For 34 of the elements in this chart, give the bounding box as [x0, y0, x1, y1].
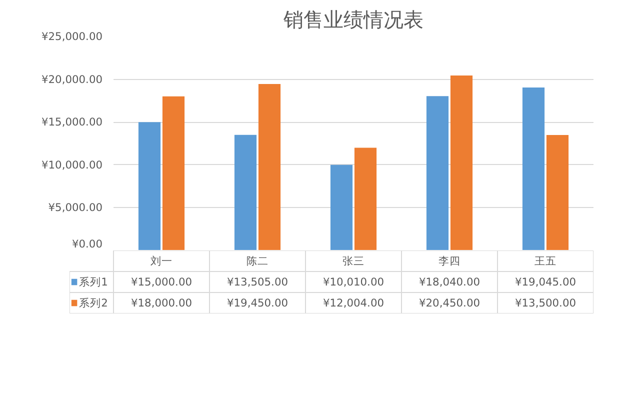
legend-label: 系列1: [79, 276, 108, 288]
x-tick-label: 张三: [342, 254, 364, 268]
data-label: ¥12,004.00: [322, 296, 384, 310]
bar: [330, 164, 353, 250]
x-tick-label: 刘一: [150, 254, 172, 268]
data-label: ¥10,010.00: [322, 276, 384, 288]
data-label: ¥18,040.00: [418, 276, 480, 288]
bar: [354, 148, 377, 250]
bar: [426, 96, 449, 250]
data-label: ¥13,500.00: [514, 296, 576, 310]
bar: [546, 134, 569, 250]
y-tick-label: ¥5,000.00: [48, 201, 103, 214]
y-tick-label: ¥15,000.00: [41, 116, 103, 129]
bar: [450, 75, 473, 250]
bar: [522, 87, 545, 250]
y-tick-label: ¥0.00: [72, 238, 103, 250]
y-tick-label: ¥10,000.00: [41, 158, 103, 172]
bar: [162, 96, 185, 250]
data-label: ¥13,505.00: [226, 276, 288, 288]
data-label: ¥20,450.00: [418, 296, 480, 310]
legend-label: 系列2: [79, 296, 108, 310]
bar: [234, 134, 257, 250]
chart-title: 销售业绩情况表: [282, 8, 424, 32]
data-label: ¥18,000.00: [130, 296, 192, 310]
data-label: ¥19,450.00: [226, 296, 288, 310]
data-label: ¥15,000.00: [130, 276, 192, 288]
x-tick-label: 王五: [534, 254, 556, 268]
data-label: ¥19,045.00: [514, 276, 576, 288]
bar: [258, 84, 281, 250]
x-tick-label: 陈二: [246, 254, 268, 268]
y-tick-label: ¥25,000.00: [41, 30, 103, 43]
x-tick-label: 李四: [438, 254, 460, 268]
y-tick-label: ¥20,000.00: [41, 72, 103, 86]
bar: [138, 122, 161, 250]
